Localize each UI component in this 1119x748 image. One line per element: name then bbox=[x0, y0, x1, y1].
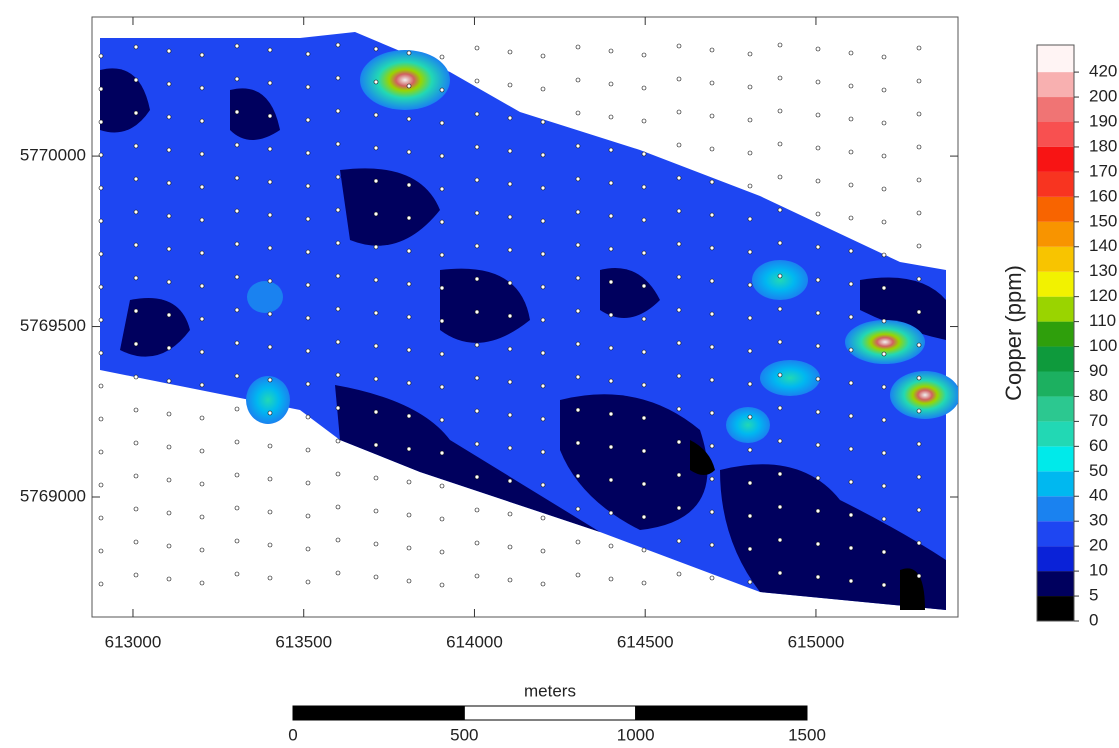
colorbar-tick-label: 70 bbox=[1089, 411, 1108, 430]
colorbar-tick-label: 170 bbox=[1089, 161, 1117, 180]
scale-bar-segment bbox=[292, 705, 465, 721]
scale-bar: 0 500 1000 1500 bbox=[288, 705, 826, 744]
colorbar-tick-label: 120 bbox=[1089, 286, 1117, 305]
colorbar-segment bbox=[1037, 45, 1074, 73]
scale-bar-label: meters bbox=[524, 681, 576, 700]
colorbar-tick-label: 150 bbox=[1089, 211, 1117, 230]
colorbar-segment bbox=[1037, 471, 1074, 497]
colorbar-tick-label: 160 bbox=[1089, 186, 1117, 205]
colorbar-segment bbox=[1037, 596, 1074, 621]
colorbar-segment bbox=[1037, 396, 1074, 422]
colorbar-segment bbox=[1037, 496, 1074, 522]
colorbar-tick-label: 40 bbox=[1089, 486, 1108, 505]
colorbar: 0 5 10 20 30 40 50 60 70 80 90 100 110 120 130 140 150 16… bbox=[1036, 44, 1117, 629]
colorbar-tick-label: 190 bbox=[1089, 111, 1117, 130]
x-tick-label: 615000 bbox=[788, 632, 845, 651]
low-zones bbox=[100, 68, 946, 610]
colorbar-tick-label: 110 bbox=[1089, 311, 1116, 330]
colorbar-tick-label: 80 bbox=[1089, 386, 1108, 405]
scale-bar-tick-label: 500 bbox=[450, 725, 478, 744]
colorbar-segment bbox=[1037, 521, 1074, 547]
colorbar-tick-label: 10 bbox=[1089, 561, 1108, 580]
colorbar-segment bbox=[1037, 371, 1074, 397]
axes: 613000 613500 614000 614500 615000 5769000 576… bbox=[20, 17, 958, 651]
y-tick-label: 5769000 bbox=[20, 486, 86, 505]
x-tick-label: 613500 bbox=[275, 632, 332, 651]
colorbar-segment bbox=[1037, 296, 1074, 322]
colorbar-segment bbox=[1037, 571, 1074, 597]
colorbar-segment bbox=[1037, 546, 1074, 572]
colorbar-tick-label: 420 bbox=[1089, 62, 1117, 81]
colorbar-segment bbox=[1037, 171, 1074, 197]
y-tick-label: 5769500 bbox=[20, 316, 86, 335]
colorbar-segment bbox=[1037, 246, 1074, 272]
colorbar-segment bbox=[1037, 321, 1074, 347]
colorbar-segment bbox=[1037, 196, 1074, 222]
colorbar-segment bbox=[1037, 421, 1074, 447]
colorbar-tick-label: 30 bbox=[1089, 511, 1108, 530]
colorbar-segment bbox=[1037, 446, 1074, 472]
colorbar-segment bbox=[1037, 97, 1074, 122]
contour-map bbox=[98, 32, 958, 610]
scale-bar-tick-label: 1000 bbox=[617, 725, 655, 744]
colorbar-tick-label: 0 bbox=[1089, 610, 1098, 629]
x-tick-label: 614500 bbox=[617, 632, 674, 651]
x-tick-label: 614000 bbox=[446, 632, 503, 651]
colorbar-segment bbox=[1037, 146, 1074, 172]
colorbar-segment bbox=[1037, 221, 1074, 247]
colorbar-tick-label: 50 bbox=[1089, 461, 1108, 480]
sample-points bbox=[98, 42, 922, 588]
colorbar-frame bbox=[1036, 44, 1075, 622]
colorbar-tick-label: 100 bbox=[1089, 336, 1117, 355]
colorbar-tick-label: 180 bbox=[1089, 136, 1117, 155]
colorbar-tick-label: 60 bbox=[1089, 436, 1108, 455]
colorbar-segment bbox=[1037, 72, 1074, 98]
colorbar-segment bbox=[1037, 346, 1074, 372]
scale-bar-tick-label: 0 bbox=[288, 725, 297, 744]
colorbar-segment bbox=[1037, 271, 1074, 297]
colorbar-tick-label: 90 bbox=[1089, 361, 1108, 380]
y-tick-label: 5770000 bbox=[20, 146, 86, 165]
x-tick-label: 613000 bbox=[105, 632, 162, 651]
colorbar-tick-label: 140 bbox=[1089, 236, 1117, 255]
colorbar-tick-label: 200 bbox=[1089, 87, 1117, 106]
scale-bar-segment bbox=[463, 705, 637, 721]
scale-bar-tick-label: 1500 bbox=[788, 725, 826, 744]
colorbar-tick-label: 130 bbox=[1089, 261, 1117, 280]
colorbar-label: Copper (ppm) bbox=[1001, 265, 1026, 401]
colorbar-tick-label: 5 bbox=[1089, 586, 1098, 605]
scale-bar-segment bbox=[635, 705, 808, 721]
colorbar-tick-label: 20 bbox=[1089, 536, 1108, 555]
colorbar-segment bbox=[1037, 122, 1074, 147]
